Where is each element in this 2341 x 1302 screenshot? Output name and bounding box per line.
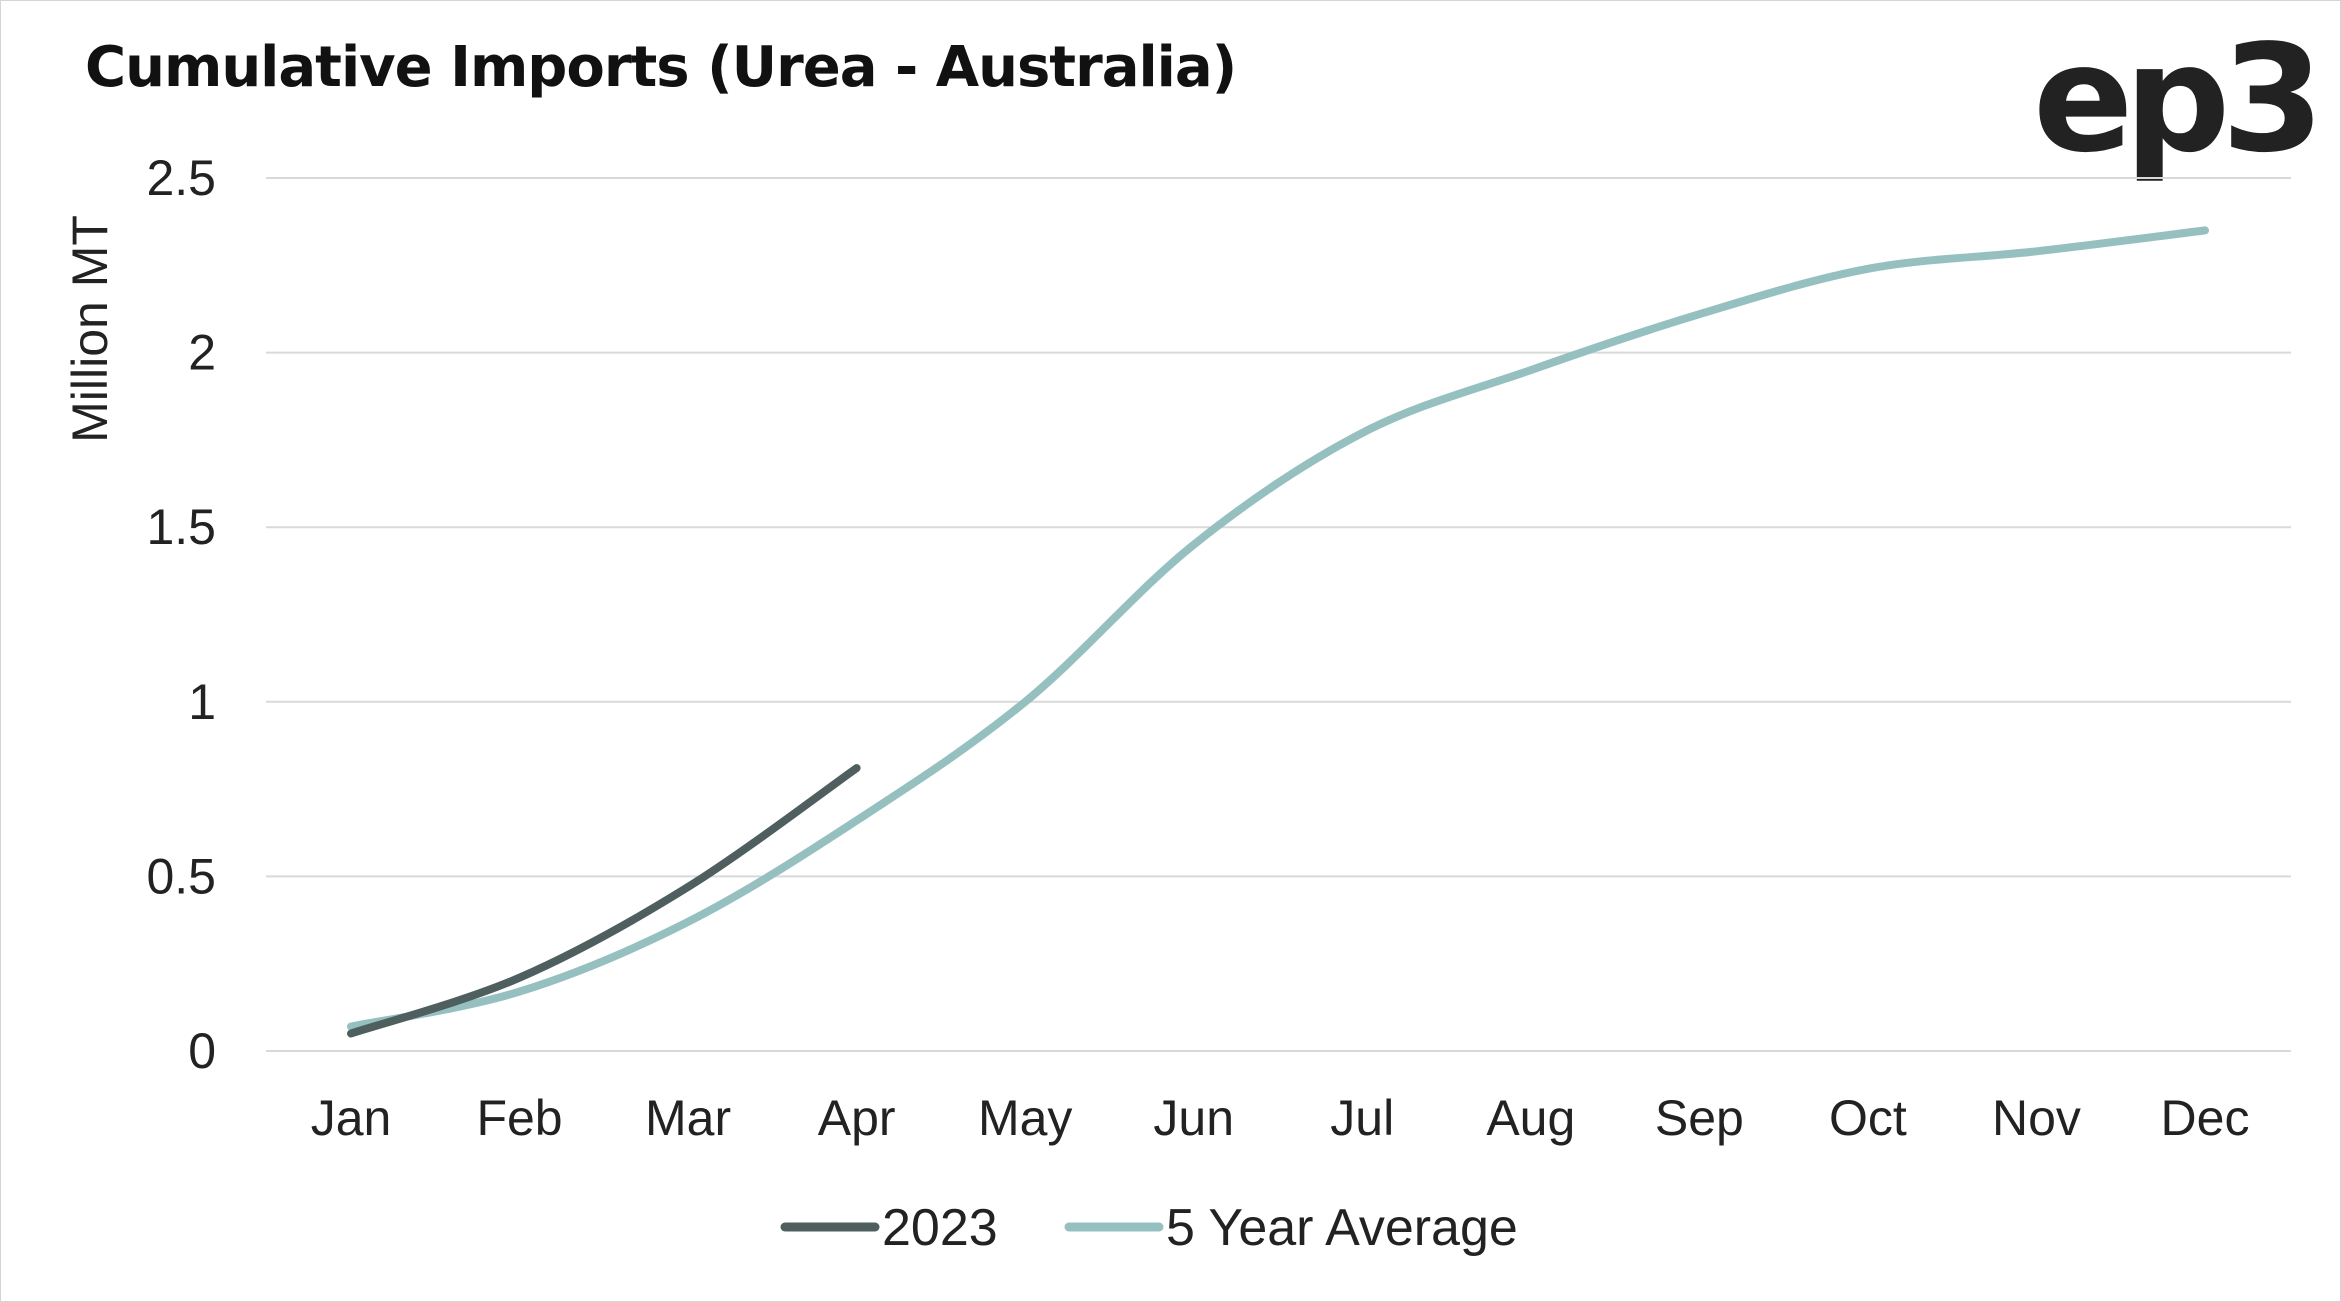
gridlines bbox=[266, 177, 2291, 1052]
chart-title: Cumulative Imports (Urea - Australia) bbox=[85, 35, 1237, 100]
y-axis-label: Million MT bbox=[62, 215, 118, 443]
ep3-logo: ep3 bbox=[2033, 13, 2324, 185]
y-tick-label: 0.5 bbox=[146, 848, 216, 904]
legend-label: 2023 bbox=[882, 1199, 998, 1257]
y-tick-label: 0 bbox=[188, 1023, 216, 1079]
y-tick-label: 1.5 bbox=[146, 499, 216, 555]
x-tick-label: May bbox=[978, 1090, 1072, 1146]
x-tick-label: Jan bbox=[311, 1090, 392, 1146]
x-tick-label: Jun bbox=[1153, 1090, 1234, 1146]
y-tick-label: 1 bbox=[188, 674, 216, 730]
x-tick-label: Oct bbox=[1829, 1090, 1907, 1146]
y-tick-label: 2 bbox=[188, 325, 216, 381]
series-line-0 bbox=[347, 764, 861, 1038]
x-tick-label: Apr bbox=[818, 1090, 896, 1146]
y-tick-label: 2.5 bbox=[146, 150, 216, 206]
x-tick-label: Feb bbox=[476, 1090, 562, 1146]
x-axis-ticks: Jan Feb Mar Apr May Jun Jul Aug Sep Oct Nov Dec bbox=[311, 1090, 2250, 1146]
x-tick-label: Aug bbox=[1486, 1090, 1575, 1146]
x-tick-label: Nov bbox=[1992, 1090, 2081, 1146]
legend: 2023 5 Year Average bbox=[780, 1199, 1518, 1257]
series-line-1 bbox=[347, 226, 2209, 1031]
x-tick-label: Sep bbox=[1655, 1090, 1744, 1146]
x-tick-label: Jul bbox=[1330, 1090, 1394, 1146]
y-axis-ticks: 0 0.5 1 1.5 2 2.5 bbox=[146, 150, 216, 1079]
x-tick-label: Mar bbox=[645, 1090, 731, 1146]
legend-label: 5 Year Average bbox=[1166, 1199, 1518, 1257]
series-lines bbox=[347, 226, 2209, 1038]
x-tick-label: Dec bbox=[2161, 1090, 2250, 1146]
